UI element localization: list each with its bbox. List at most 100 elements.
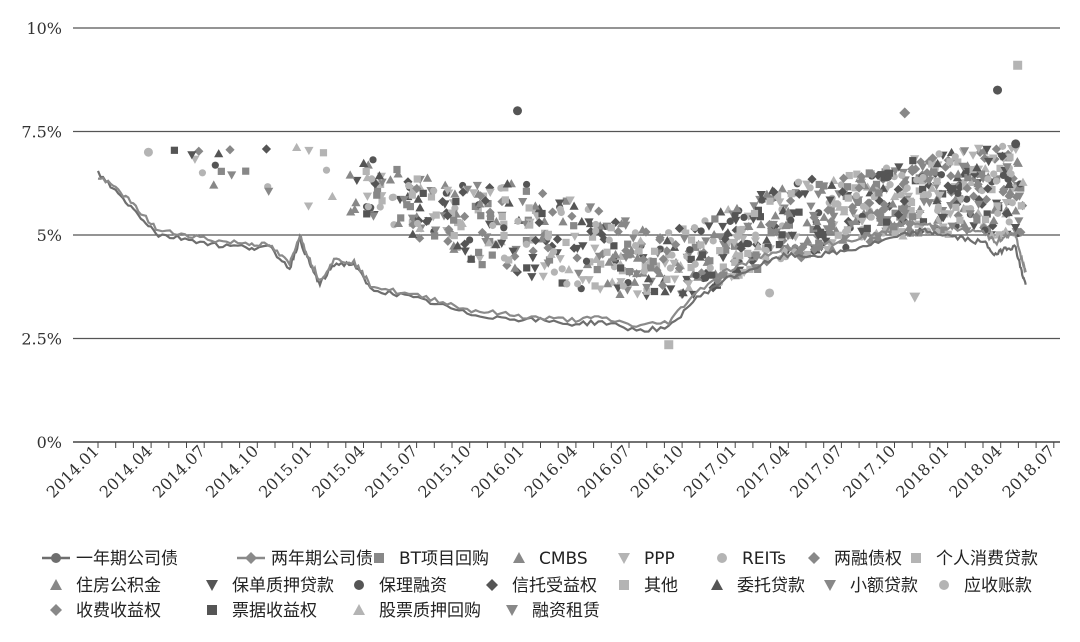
data-point: [827, 180, 837, 189]
data-point: [466, 236, 474, 244]
data-point: [292, 142, 302, 152]
data-point: [973, 178, 983, 188]
data-point: [597, 260, 605, 268]
data-point: [945, 210, 955, 219]
data-point: [376, 203, 384, 211]
data-point: [718, 222, 728, 232]
data-point: [856, 172, 867, 182]
legend-swatch-marker: [939, 580, 949, 590]
data-point: [475, 254, 485, 264]
data-point: [899, 107, 911, 119]
data-point: [635, 236, 646, 245]
data-point: [450, 232, 458, 240]
data-point: [819, 212, 829, 221]
data-point: [682, 229, 690, 237]
data-point: [704, 222, 714, 231]
x-axis: 2014.012014.042014.072014.102015.012015.…: [43, 441, 1060, 502]
data-point: [368, 175, 376, 183]
data-point: [766, 197, 774, 205]
data-point: [994, 209, 1002, 217]
data-point: [888, 199, 898, 208]
data-point: [969, 165, 977, 174]
y-axis-ticks: 0% 2.5% 5% 7.5% 10%: [21, 19, 62, 452]
data-point: [709, 237, 717, 245]
data-point: [1007, 170, 1015, 178]
data-point: [886, 181, 894, 189]
data-point: [501, 184, 509, 192]
data-point: [984, 175, 992, 183]
data-point: [424, 217, 434, 226]
legend-label: 应收账款: [964, 576, 1032, 596]
data-point: [822, 246, 832, 255]
data-point: [531, 206, 540, 215]
data-point: [594, 206, 604, 216]
data-point: [538, 209, 546, 218]
data-point: [959, 219, 969, 228]
data-point: [964, 173, 972, 182]
data-point: [740, 239, 749, 248]
data-point: [701, 237, 711, 246]
data-point: [242, 167, 250, 175]
y-tick-label: 5%: [37, 226, 62, 245]
data-point: [840, 206, 848, 214]
data-point: [454, 218, 462, 227]
data-point: [995, 231, 1003, 239]
data-point: [857, 217, 867, 226]
data-point: [883, 218, 891, 226]
data-point: [642, 283, 652, 293]
data-point: [590, 244, 600, 253]
data-point: [443, 211, 453, 221]
data-point: [450, 189, 460, 198]
data-point: [525, 218, 535, 227]
legend-label: 股票质押回购: [379, 601, 481, 621]
data-point: [696, 268, 707, 278]
data-point: [322, 166, 331, 174]
data-point: [480, 196, 491, 206]
data-point: [747, 256, 757, 266]
data-point: [940, 226, 948, 234]
data-point: [695, 252, 705, 261]
data-point: [839, 173, 849, 183]
data-point: [764, 219, 775, 230]
data-point: [351, 198, 361, 207]
data-point: [569, 243, 579, 253]
data-point: [625, 268, 635, 277]
data-point: [531, 235, 541, 246]
legend-swatch-marker: [50, 604, 62, 616]
data-point: [1010, 223, 1021, 233]
data-point: [935, 191, 945, 200]
data-point: [729, 238, 739, 248]
legend-swatch-marker: [486, 579, 498, 591]
data-point: [666, 264, 674, 272]
data-point: [497, 239, 507, 248]
data-point: [471, 202, 479, 210]
data-point: [1004, 179, 1014, 189]
legend-label: 融资租赁: [532, 601, 600, 621]
data-point: [669, 259, 679, 268]
data-point: [641, 227, 651, 237]
data-point: [946, 158, 954, 166]
data-point: [775, 240, 784, 249]
data-point: [345, 170, 355, 179]
data-point: [1014, 217, 1024, 226]
data-point: [460, 247, 470, 256]
data-point: [736, 226, 744, 234]
data-point: [617, 264, 625, 272]
legend-swatch-marker: [506, 605, 518, 616]
data-point: [512, 267, 522, 277]
data-point: [918, 163, 928, 172]
data-point: [562, 197, 570, 205]
data-point: [595, 285, 605, 294]
data-point: [603, 279, 613, 288]
data-point: [956, 196, 966, 205]
data-point: [822, 225, 832, 234]
data-point: [558, 279, 566, 287]
data-point: [954, 158, 962, 166]
data-point: [649, 257, 657, 266]
data-point: [610, 242, 618, 250]
data-point: [682, 275, 692, 285]
data-point: [890, 167, 900, 176]
data-point: [1006, 153, 1014, 161]
data-point: [504, 198, 514, 207]
data-point: [865, 237, 875, 247]
